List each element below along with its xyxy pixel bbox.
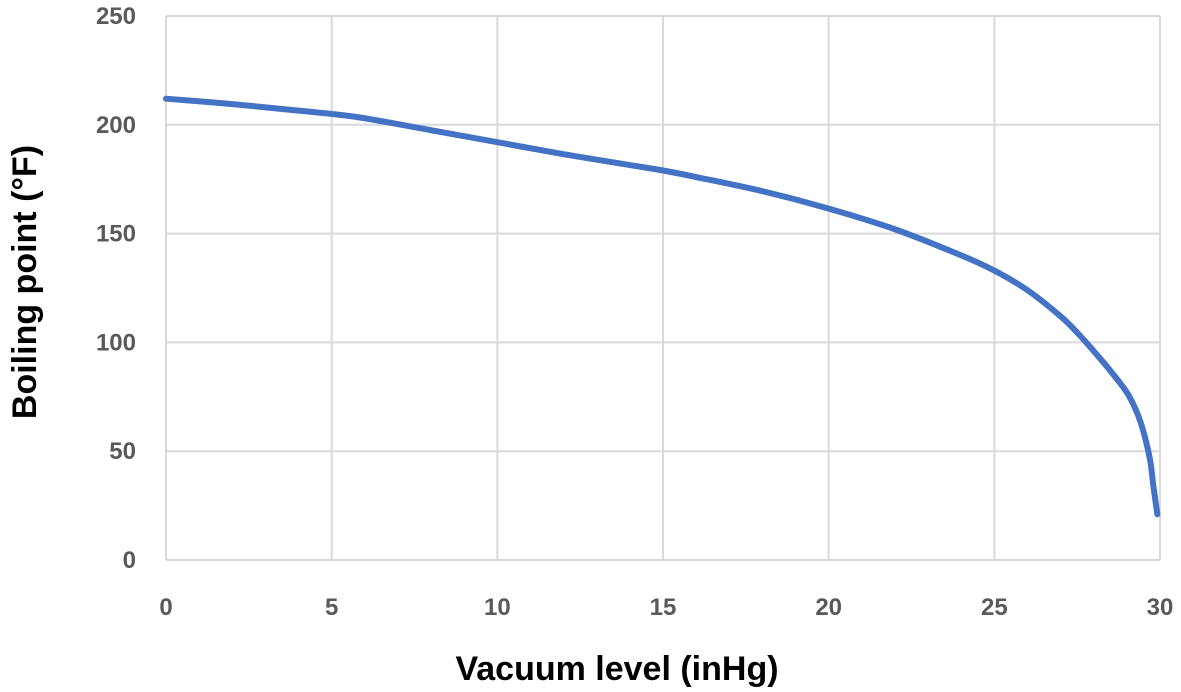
y-tick-label: 250	[96, 3, 136, 30]
x-tick-label: 20	[815, 594, 842, 621]
x-tick-label: 15	[650, 594, 677, 621]
x-axis-ticks: 0 5 10 15 20 25 30	[159, 594, 1173, 621]
x-tick-label: 0	[159, 594, 172, 621]
x-tick-label: 5	[325, 594, 338, 621]
y-tick-label: 200	[96, 112, 136, 139]
gridlines	[165, 15, 1161, 561]
x-tick-label: 25	[981, 594, 1008, 621]
y-tick-label: 0	[123, 547, 136, 574]
y-axis-title: Boiling point (°F)	[6, 145, 44, 419]
y-axis-ticks: 0 50 100 150 200 250	[96, 3, 136, 574]
series-line-0	[163, 95, 1161, 518]
x-tick-label: 10	[484, 594, 511, 621]
y-tick-label: 50	[109, 438, 136, 465]
y-tick-label: 150	[96, 221, 136, 248]
x-axis-title: Vacuum level (inHg)	[455, 650, 778, 688]
x-tick-label: 30	[1147, 594, 1174, 621]
series-layer	[163, 95, 1161, 518]
y-tick-label: 100	[96, 329, 136, 356]
